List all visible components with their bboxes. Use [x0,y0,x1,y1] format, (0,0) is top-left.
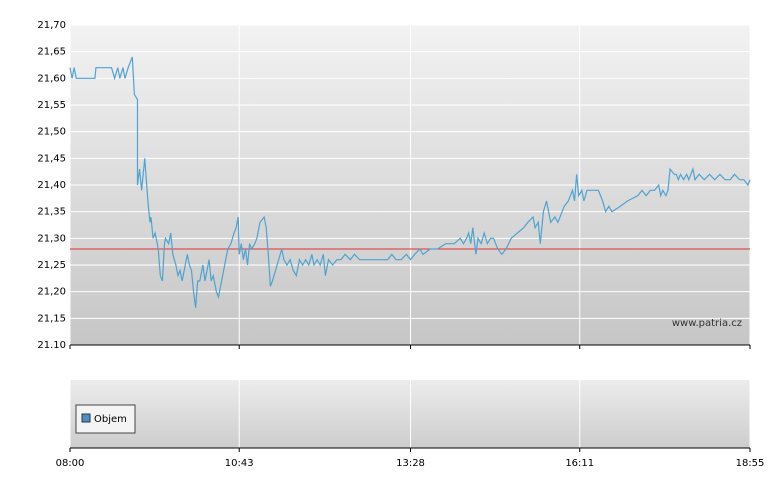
y-tick-label: 21,60 [37,73,66,84]
y-tick-label: 21,40 [37,180,66,191]
y-tick-label: 21,55 [37,100,66,111]
y-tick-label: 21,65 [37,47,66,58]
legend-label: Objem [94,414,127,425]
watermark: www.patria.cz [672,318,742,329]
x-tick-label: 16:11 [565,458,594,469]
x-tick-label: 18:55 [736,458,765,469]
y-tick-label: 21,50 [37,127,66,138]
legend-swatch [81,413,91,423]
volume-panel [70,380,750,448]
y-tick-label: 21,70 [37,20,66,31]
y-tick-label: 21,30 [37,233,66,244]
x-tick-label: 10:43 [225,458,254,469]
y-tick-label: 21,20 [37,287,66,298]
y-tick-label: 21.10 [37,340,66,351]
y-tick-label: 21,35 [37,207,66,218]
x-tick-label: 13:28 [396,458,425,469]
x-tick-label: 08:00 [56,458,85,469]
price-line [69,56,751,308]
y-tick-label: 21,25 [37,260,66,271]
y-tick-label: 21,45 [37,153,66,164]
y-tick-label: 21,15 [37,313,66,324]
